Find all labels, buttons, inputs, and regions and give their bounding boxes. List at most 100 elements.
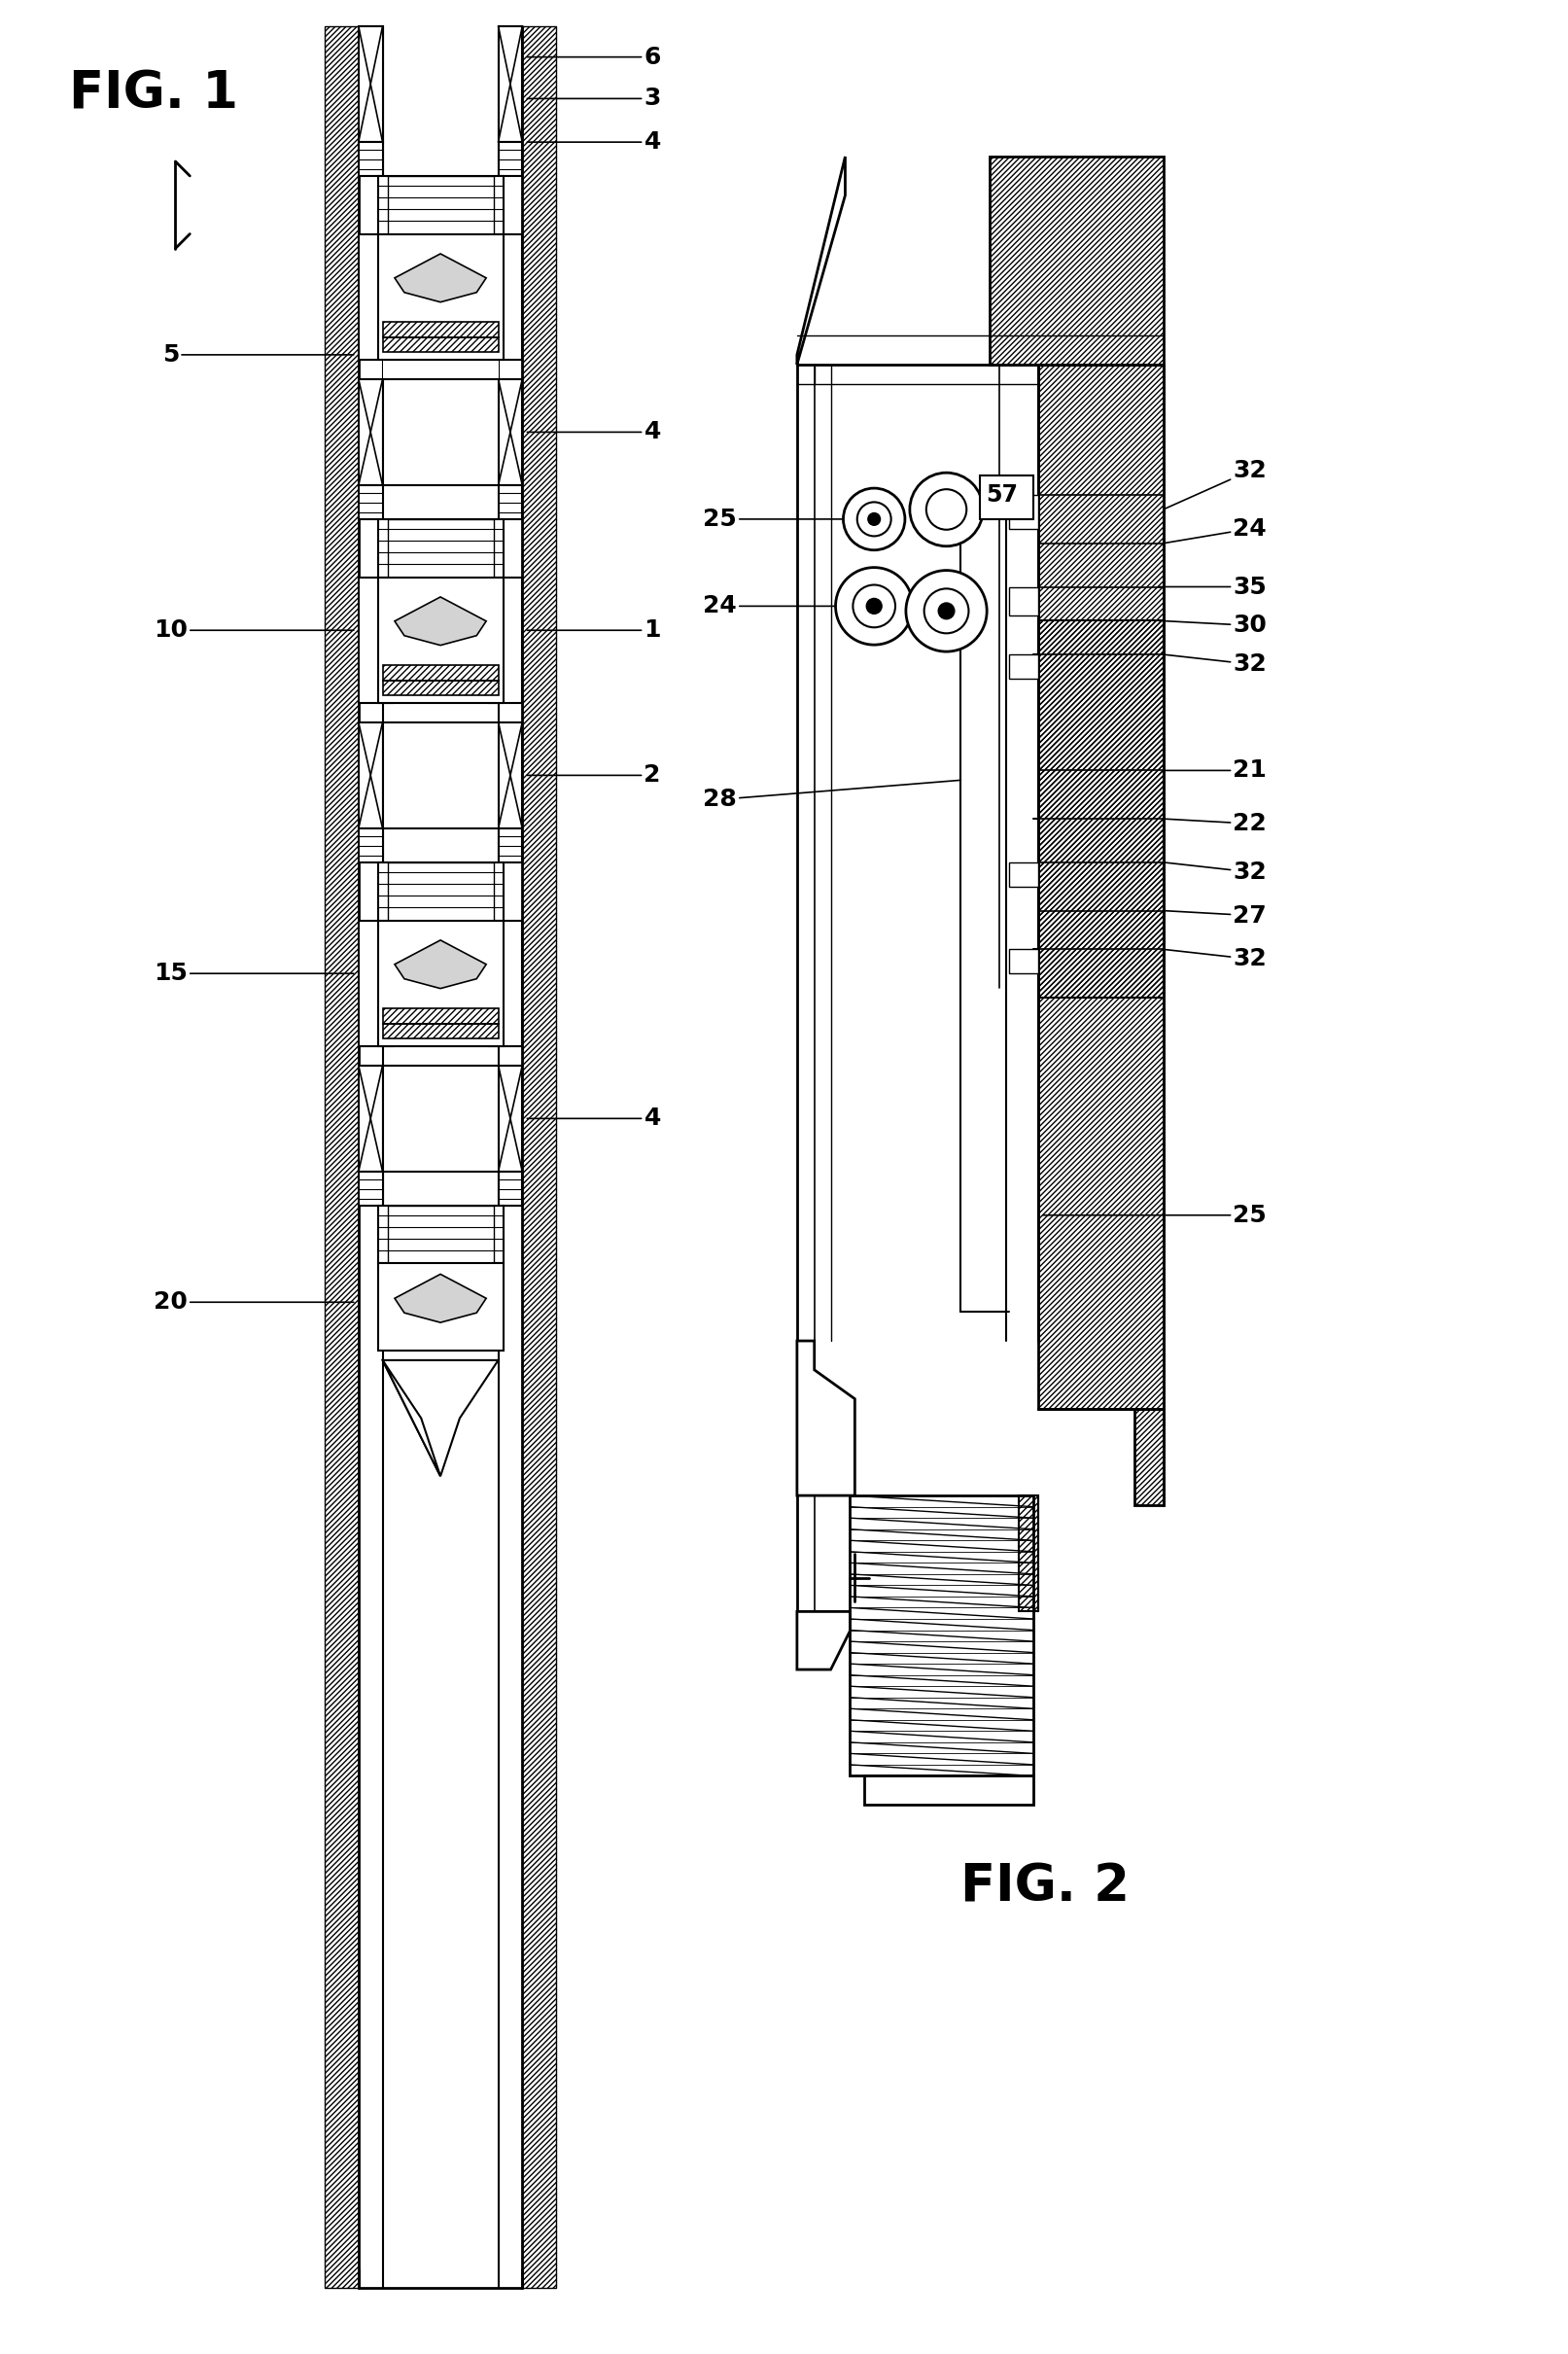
Polygon shape <box>395 1274 486 1323</box>
Bar <box>499 141 522 177</box>
Polygon shape <box>395 939 486 989</box>
Bar <box>359 233 392 360</box>
Bar <box>383 680 499 697</box>
Text: 32: 32 <box>1163 946 1267 970</box>
Circle shape <box>938 603 955 619</box>
Polygon shape <box>395 598 486 645</box>
Circle shape <box>867 598 881 614</box>
Bar <box>383 723 499 829</box>
Text: 35: 35 <box>1159 574 1267 598</box>
Circle shape <box>924 588 969 633</box>
Text: 6: 6 <box>527 45 660 68</box>
Bar <box>383 379 499 485</box>
Text: 25: 25 <box>1043 1203 1267 1226</box>
Bar <box>864 1775 1033 1806</box>
Text: 30: 30 <box>1159 614 1267 638</box>
Bar <box>378 1205 503 1264</box>
Bar <box>383 1008 499 1024</box>
Text: 20: 20 <box>154 1290 354 1314</box>
Bar <box>378 920 503 1045</box>
Polygon shape <box>395 254 486 301</box>
Polygon shape <box>499 1066 522 1172</box>
Bar <box>980 476 1033 520</box>
Polygon shape <box>797 1342 855 1495</box>
Bar <box>359 920 392 1045</box>
Polygon shape <box>359 379 383 485</box>
Bar <box>489 577 522 704</box>
Bar <box>378 1264 503 1351</box>
Bar <box>378 520 503 577</box>
Circle shape <box>906 570 986 652</box>
Circle shape <box>844 487 905 551</box>
Text: 22: 22 <box>1163 812 1267 836</box>
Bar <box>387 520 494 577</box>
Bar <box>387 177 494 233</box>
Bar <box>499 1172 522 1205</box>
Bar <box>359 1172 383 1205</box>
Bar <box>359 26 522 2288</box>
Polygon shape <box>797 1612 850 1669</box>
Polygon shape <box>797 195 845 365</box>
Bar <box>1010 862 1038 887</box>
Bar <box>499 485 522 520</box>
Circle shape <box>853 584 895 629</box>
Text: 4: 4 <box>527 421 660 445</box>
Bar <box>378 177 503 233</box>
Bar <box>522 26 557 2288</box>
Bar <box>383 1066 499 1172</box>
Bar <box>499 829 522 862</box>
Bar <box>359 141 383 177</box>
Text: 10: 10 <box>154 619 354 643</box>
Bar <box>325 26 359 2288</box>
Text: FIG. 2: FIG. 2 <box>961 1862 1131 1911</box>
Bar <box>1010 654 1038 678</box>
Text: 24: 24 <box>1163 518 1267 544</box>
Text: 1: 1 <box>527 619 662 643</box>
Polygon shape <box>797 158 845 365</box>
Polygon shape <box>359 26 383 141</box>
Text: 32: 32 <box>1163 459 1267 508</box>
Bar <box>989 158 1163 365</box>
Bar <box>378 233 503 360</box>
Bar <box>383 1024 499 1038</box>
Text: 4: 4 <box>527 1106 660 1130</box>
Text: 21: 21 <box>1163 758 1267 782</box>
Polygon shape <box>359 723 383 829</box>
Circle shape <box>858 501 891 537</box>
Text: 2: 2 <box>527 763 660 786</box>
Bar <box>359 577 392 704</box>
Polygon shape <box>383 1361 441 1476</box>
Polygon shape <box>499 723 522 829</box>
Bar <box>383 666 499 680</box>
Polygon shape <box>499 379 522 485</box>
Text: 25: 25 <box>702 508 844 530</box>
Bar <box>1010 949 1038 975</box>
Bar <box>383 337 499 353</box>
Bar <box>378 577 503 704</box>
Polygon shape <box>359 1066 383 1172</box>
Bar <box>387 1205 494 1264</box>
Bar <box>489 920 522 1045</box>
Bar <box>1010 586 1038 617</box>
Text: 4: 4 <box>527 129 660 153</box>
Circle shape <box>909 473 983 546</box>
Text: 27: 27 <box>1163 904 1267 927</box>
Text: FIG. 1: FIG. 1 <box>69 68 238 120</box>
Bar <box>378 862 503 920</box>
Bar <box>383 322 499 337</box>
Bar <box>1019 1495 1038 1612</box>
Text: 32: 32 <box>1163 859 1267 883</box>
Circle shape <box>927 490 966 530</box>
Text: 3: 3 <box>527 87 660 111</box>
Bar <box>1010 494 1038 530</box>
Bar <box>1038 365 1163 1408</box>
Circle shape <box>836 567 913 645</box>
Text: 15: 15 <box>154 963 354 986</box>
Polygon shape <box>499 26 522 141</box>
Bar <box>359 485 383 520</box>
Bar <box>489 233 522 360</box>
Bar <box>359 829 383 862</box>
Bar <box>387 862 494 920</box>
Circle shape <box>869 513 880 525</box>
Text: 24: 24 <box>702 596 836 617</box>
